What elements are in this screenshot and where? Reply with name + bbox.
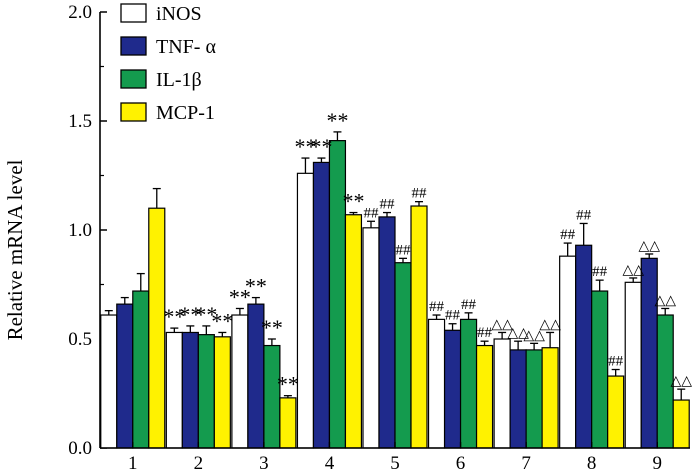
bar-mcp1-7 (541, 347, 559, 449)
significance-mark: ## (445, 308, 461, 324)
y-tick-label: 0.0 (68, 438, 92, 459)
bar-il1-2 (197, 334, 215, 449)
significance-mark: ## (364, 205, 380, 221)
bar-mcp1-3 (279, 397, 297, 449)
significance-mark: ** (294, 134, 316, 159)
y-axis-title: Relative mRNA level (3, 159, 27, 340)
significance-mark: ## (412, 186, 428, 202)
x-tick-label: 9 (652, 453, 662, 473)
bar-inos-9 (624, 281, 642, 449)
bar-tnf-1 (116, 303, 134, 449)
bar-inos-3 (231, 314, 249, 449)
significance-mark: ## (592, 264, 608, 280)
bar-mcp1-5 (410, 205, 428, 449)
y-tick-label: 0.5 (68, 329, 92, 350)
bar-tnf-4 (312, 161, 331, 449)
x-tick-label: 7 (521, 453, 531, 473)
legend-swatch (120, 69, 147, 89)
significance-mark: △△ (507, 326, 529, 341)
significance-mark: ** (229, 284, 251, 309)
legend-swatch (120, 36, 147, 56)
bar-inos-6 (427, 318, 446, 449)
significance-mark: ** (342, 189, 364, 214)
bar-inos-5 (362, 227, 380, 449)
axes: 1 2 3 4 5 6 7 8 9 (99, 12, 690, 473)
significance-mark: ** (163, 304, 185, 329)
bars (100, 131, 690, 449)
significance-annotations: ************************ ################… (163, 108, 692, 397)
significance-mark: ** (261, 315, 283, 340)
bar-tnf-6 (443, 329, 462, 449)
bar-inos-2 (165, 331, 183, 449)
x-tick-label: 6 (456, 453, 466, 473)
legend: iNOS TNF- α IL-1β MCP-1 (120, 3, 216, 124)
bar-inos-7 (493, 338, 511, 449)
bar-mcp1-6 (475, 344, 494, 449)
bar-mcp1-2 (213, 336, 231, 449)
bar-tnf-7 (509, 349, 527, 449)
significance-mark: ** (211, 308, 233, 333)
significance-mark: △△ (539, 317, 561, 332)
bar-inos-4 (296, 172, 315, 449)
legend-swatch (120, 102, 147, 122)
bar-mcp1-8 (607, 375, 625, 449)
significance-mark: △△ (654, 293, 676, 308)
significance-mark: ** (245, 274, 267, 299)
significance-mark: △△ (523, 328, 545, 343)
significance-mark: ** (195, 302, 217, 327)
significance-mark: ** (277, 372, 299, 397)
bar-mcp1-4 (344, 214, 363, 449)
significance-mark: △△ (670, 374, 692, 389)
bar-il1-1 (132, 290, 150, 449)
bar-il1-7 (525, 349, 543, 449)
legend-label: iNOS (156, 3, 202, 25)
legend-label: MCP-1 (156, 102, 215, 124)
bar-tnf-9 (640, 257, 658, 449)
significance-mark: ## (576, 207, 592, 223)
x-tick-label: 3 (259, 453, 269, 473)
significance-mark: ## (461, 297, 477, 313)
x-tick-label: 4 (325, 453, 335, 473)
significance-mark: ## (380, 197, 396, 213)
significance-mark: ## (477, 325, 493, 341)
bar-tnf-5 (378, 216, 396, 449)
bar-tnf-2 (181, 331, 199, 449)
y-tick-label: 1.0 (68, 220, 92, 241)
significance-mark: ** (310, 134, 332, 159)
x-tick-label: 2 (194, 453, 204, 473)
legend-label: IL-1β (156, 69, 202, 91)
significance-mark: △△ (491, 317, 513, 332)
bar-inos-1 (100, 314, 118, 449)
significance-mark: △△ (638, 239, 660, 254)
bar-il1-3 (263, 344, 281, 449)
x-tick-label: 5 (390, 453, 400, 473)
y-tick-label: 1.5 (68, 111, 92, 132)
significance-mark: ## (396, 242, 412, 258)
x-tick-label: 8 (587, 453, 597, 473)
significance-mark: ** (179, 302, 201, 327)
legend-swatch (120, 3, 147, 23)
y-axis-ticks: 0.0 0.5 1.0 1.5 2.0 (68, 2, 107, 459)
y-tick-label: 2.0 (68, 2, 92, 23)
significance-mark: ** (326, 108, 348, 133)
bar-il1-4 (328, 140, 347, 449)
significance-mark: ## (429, 299, 445, 315)
significance-mark: ## (560, 227, 576, 243)
legend-label: TNF- α (156, 36, 216, 58)
bar-inos-8 (559, 255, 577, 449)
bar-il1-6 (459, 318, 478, 449)
x-tick-label: 1 (128, 453, 138, 473)
bar-tnf-8 (575, 244, 593, 449)
significance-mark: △△ (622, 263, 644, 278)
bar-il1-5 (394, 262, 412, 449)
significance-mark: ## (608, 354, 624, 370)
bar-il1-8 (591, 290, 609, 449)
bar-mcp1-9 (672, 399, 690, 449)
